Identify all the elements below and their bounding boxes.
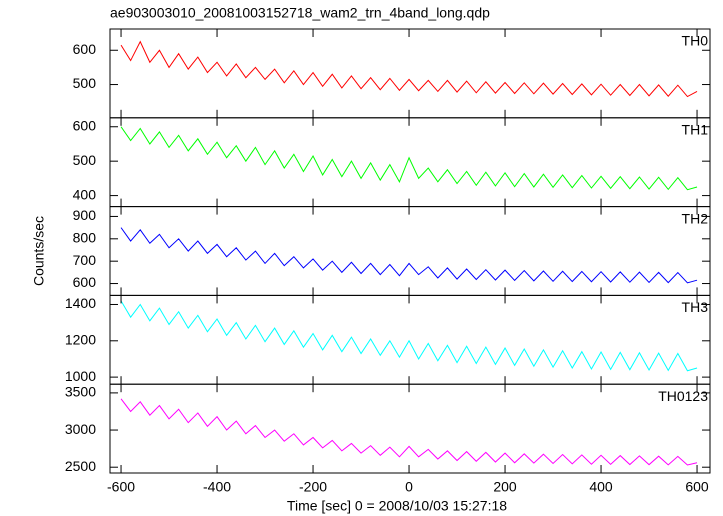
y-tick-label: 1400 xyxy=(65,295,96,311)
y-tick-label: 900 xyxy=(73,207,97,223)
series-line xyxy=(120,40,698,98)
series-line xyxy=(120,398,698,466)
y-tick-label: 3500 xyxy=(65,384,96,400)
y-tick-label: 3000 xyxy=(65,421,96,437)
y-tick-label: 500 xyxy=(73,75,97,91)
y-tick-label: 600 xyxy=(73,41,97,57)
series-line xyxy=(120,227,698,284)
panel-frame xyxy=(109,383,711,474)
x-tick-label: -200 xyxy=(299,479,327,495)
y-tick-label: 400 xyxy=(73,186,97,202)
y-tick-label: 700 xyxy=(73,252,97,268)
panel-frame xyxy=(109,117,711,208)
y-tick-label: 600 xyxy=(73,117,97,133)
x-tick-label: 600 xyxy=(685,479,709,495)
y-tick-label: 1000 xyxy=(65,368,96,384)
x-tick-label: 400 xyxy=(589,479,613,495)
x-tick-label: -600 xyxy=(107,479,135,495)
panel-label: TH1 xyxy=(682,122,709,138)
panel-frame xyxy=(109,294,711,385)
y-axis-label: Counts/sec xyxy=(31,216,47,286)
y-tick-label: 800 xyxy=(73,230,97,246)
x-tick-label: -400 xyxy=(203,479,231,495)
panel-label: TH0123 xyxy=(658,388,708,404)
x-tick-label: 0 xyxy=(405,479,413,495)
y-tick-label: 500 xyxy=(73,152,97,168)
y-tick-label: 2500 xyxy=(65,458,96,474)
panel-label: TH0 xyxy=(682,33,709,49)
x-axis-label: Time [sec] 0 = 2008/10/03 15:27:18 xyxy=(287,498,507,514)
panel-frame xyxy=(109,28,711,119)
series-line xyxy=(120,300,698,372)
y-tick-label: 600 xyxy=(73,274,97,290)
series-line xyxy=(120,126,698,191)
panel-label: TH2 xyxy=(682,210,709,226)
y-tick-label: 1200 xyxy=(65,332,96,348)
x-tick-label: 200 xyxy=(493,479,517,495)
panel-frame xyxy=(109,206,711,296)
panel-label: TH3 xyxy=(682,299,709,315)
chart-title: ae903003010_20081003152718_wam2_trn_4ban… xyxy=(110,5,490,21)
